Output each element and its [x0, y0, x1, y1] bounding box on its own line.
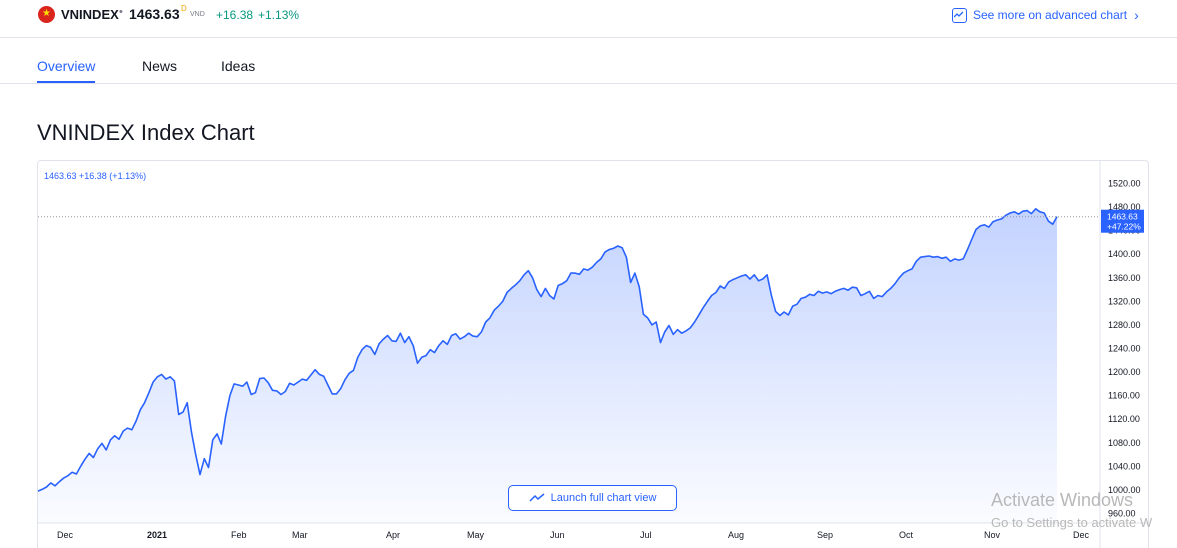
x-tick-label: Aug — [728, 530, 744, 540]
y-tick-label: 1480.00 — [1108, 202, 1141, 212]
price-line[interactable] — [37, 208, 1058, 492]
tab-bar: Overview News Ideas — [0, 38, 1177, 84]
x-tick-label: Jun — [550, 530, 565, 540]
last-price-badge-value: 1463.63 — [1107, 212, 1138, 222]
tab-news[interactable]: News — [142, 58, 178, 74]
symbol-name[interactable]: VNINDEX — [61, 7, 119, 22]
windows-watermark-subtitle: Go to Settings to activate W — [991, 515, 1153, 530]
y-tick-label: 1200.00 — [1108, 367, 1141, 377]
last-price-badge — [1101, 209, 1144, 233]
x-tick-label: Oct — [899, 530, 914, 540]
price-change: +16.38 — [216, 8, 254, 22]
active-tab-indicator — [37, 81, 95, 83]
y-tick-label: 1280.00 — [1108, 320, 1141, 330]
x-tick-label: May — [467, 530, 485, 540]
y-tick-label: 1320.00 — [1108, 296, 1141, 306]
y-tick-label: 1080.00 — [1108, 438, 1141, 448]
last-price-badge-change: +47.22% — [1107, 222, 1141, 232]
chart-line-icon — [952, 7, 967, 23]
y-tick-label: 1000.00 — [1108, 485, 1141, 495]
trend-icon — [529, 493, 545, 502]
y-tick-label: 1160.00 — [1108, 391, 1140, 401]
x-tick-label: Apr — [386, 530, 400, 540]
launch-chart-label: Launch full chart view — [550, 492, 657, 504]
x-tick-label: Mar — [292, 530, 308, 540]
x-tick-label: Sep — [817, 530, 833, 540]
windows-watermark-title: Activate Windows — [991, 490, 1134, 510]
advanced-chart-label: See more on advanced chart — [973, 8, 1128, 22]
price-flag: D — [181, 4, 187, 13]
y-tick-label: 1120.00 — [1108, 414, 1140, 424]
chevron-right-icon: › — [1134, 7, 1139, 23]
separator-dot: • — [119, 6, 123, 18]
advanced-chart-link[interactable]: See more on advanced chart › — [952, 5, 1139, 25]
chart-container[interactable] — [37, 160, 1149, 548]
vietnam-flag-icon: ★ — [38, 6, 55, 23]
price-change-percent: +1.13% — [258, 8, 300, 22]
y-tick-label: 1040.00 — [1108, 461, 1141, 471]
tab-ideas[interactable]: Ideas — [221, 58, 256, 74]
launch-chart-button[interactable]: Launch full chart view — [508, 485, 677, 511]
y-tick-label: 1240.00 — [1108, 344, 1141, 354]
x-tick-label: Dec — [57, 530, 74, 540]
symbol-header: ★ VNINDEX • 1463.63 D VND +16.38 +1.13% … — [0, 0, 1177, 38]
x-tick-label: 2021 — [147, 530, 167, 540]
x-tick-label: Nov — [984, 530, 1001, 540]
x-tick-label: Jul — [640, 530, 652, 540]
y-tick-label: 960.00 — [1108, 509, 1136, 519]
tab-overview[interactable]: Overview — [37, 58, 96, 74]
y-tick-label: 1400.00 — [1108, 249, 1141, 259]
page-title: VNINDEX Index Chart — [37, 120, 255, 145]
chart-legend: 1463.63 +16.38 (+1.13%) — [44, 171, 147, 181]
current-price: 1463.63 — [129, 6, 180, 22]
x-tick-label: Dec — [1073, 530, 1090, 540]
x-tick-label: Feb — [231, 530, 247, 540]
y-tick-label: 1360.00 — [1108, 273, 1141, 283]
price-area-fill — [38, 208, 1057, 524]
y-tick-label: 1520.00 — [1108, 179, 1141, 189]
currency-label: VND — [190, 11, 205, 18]
